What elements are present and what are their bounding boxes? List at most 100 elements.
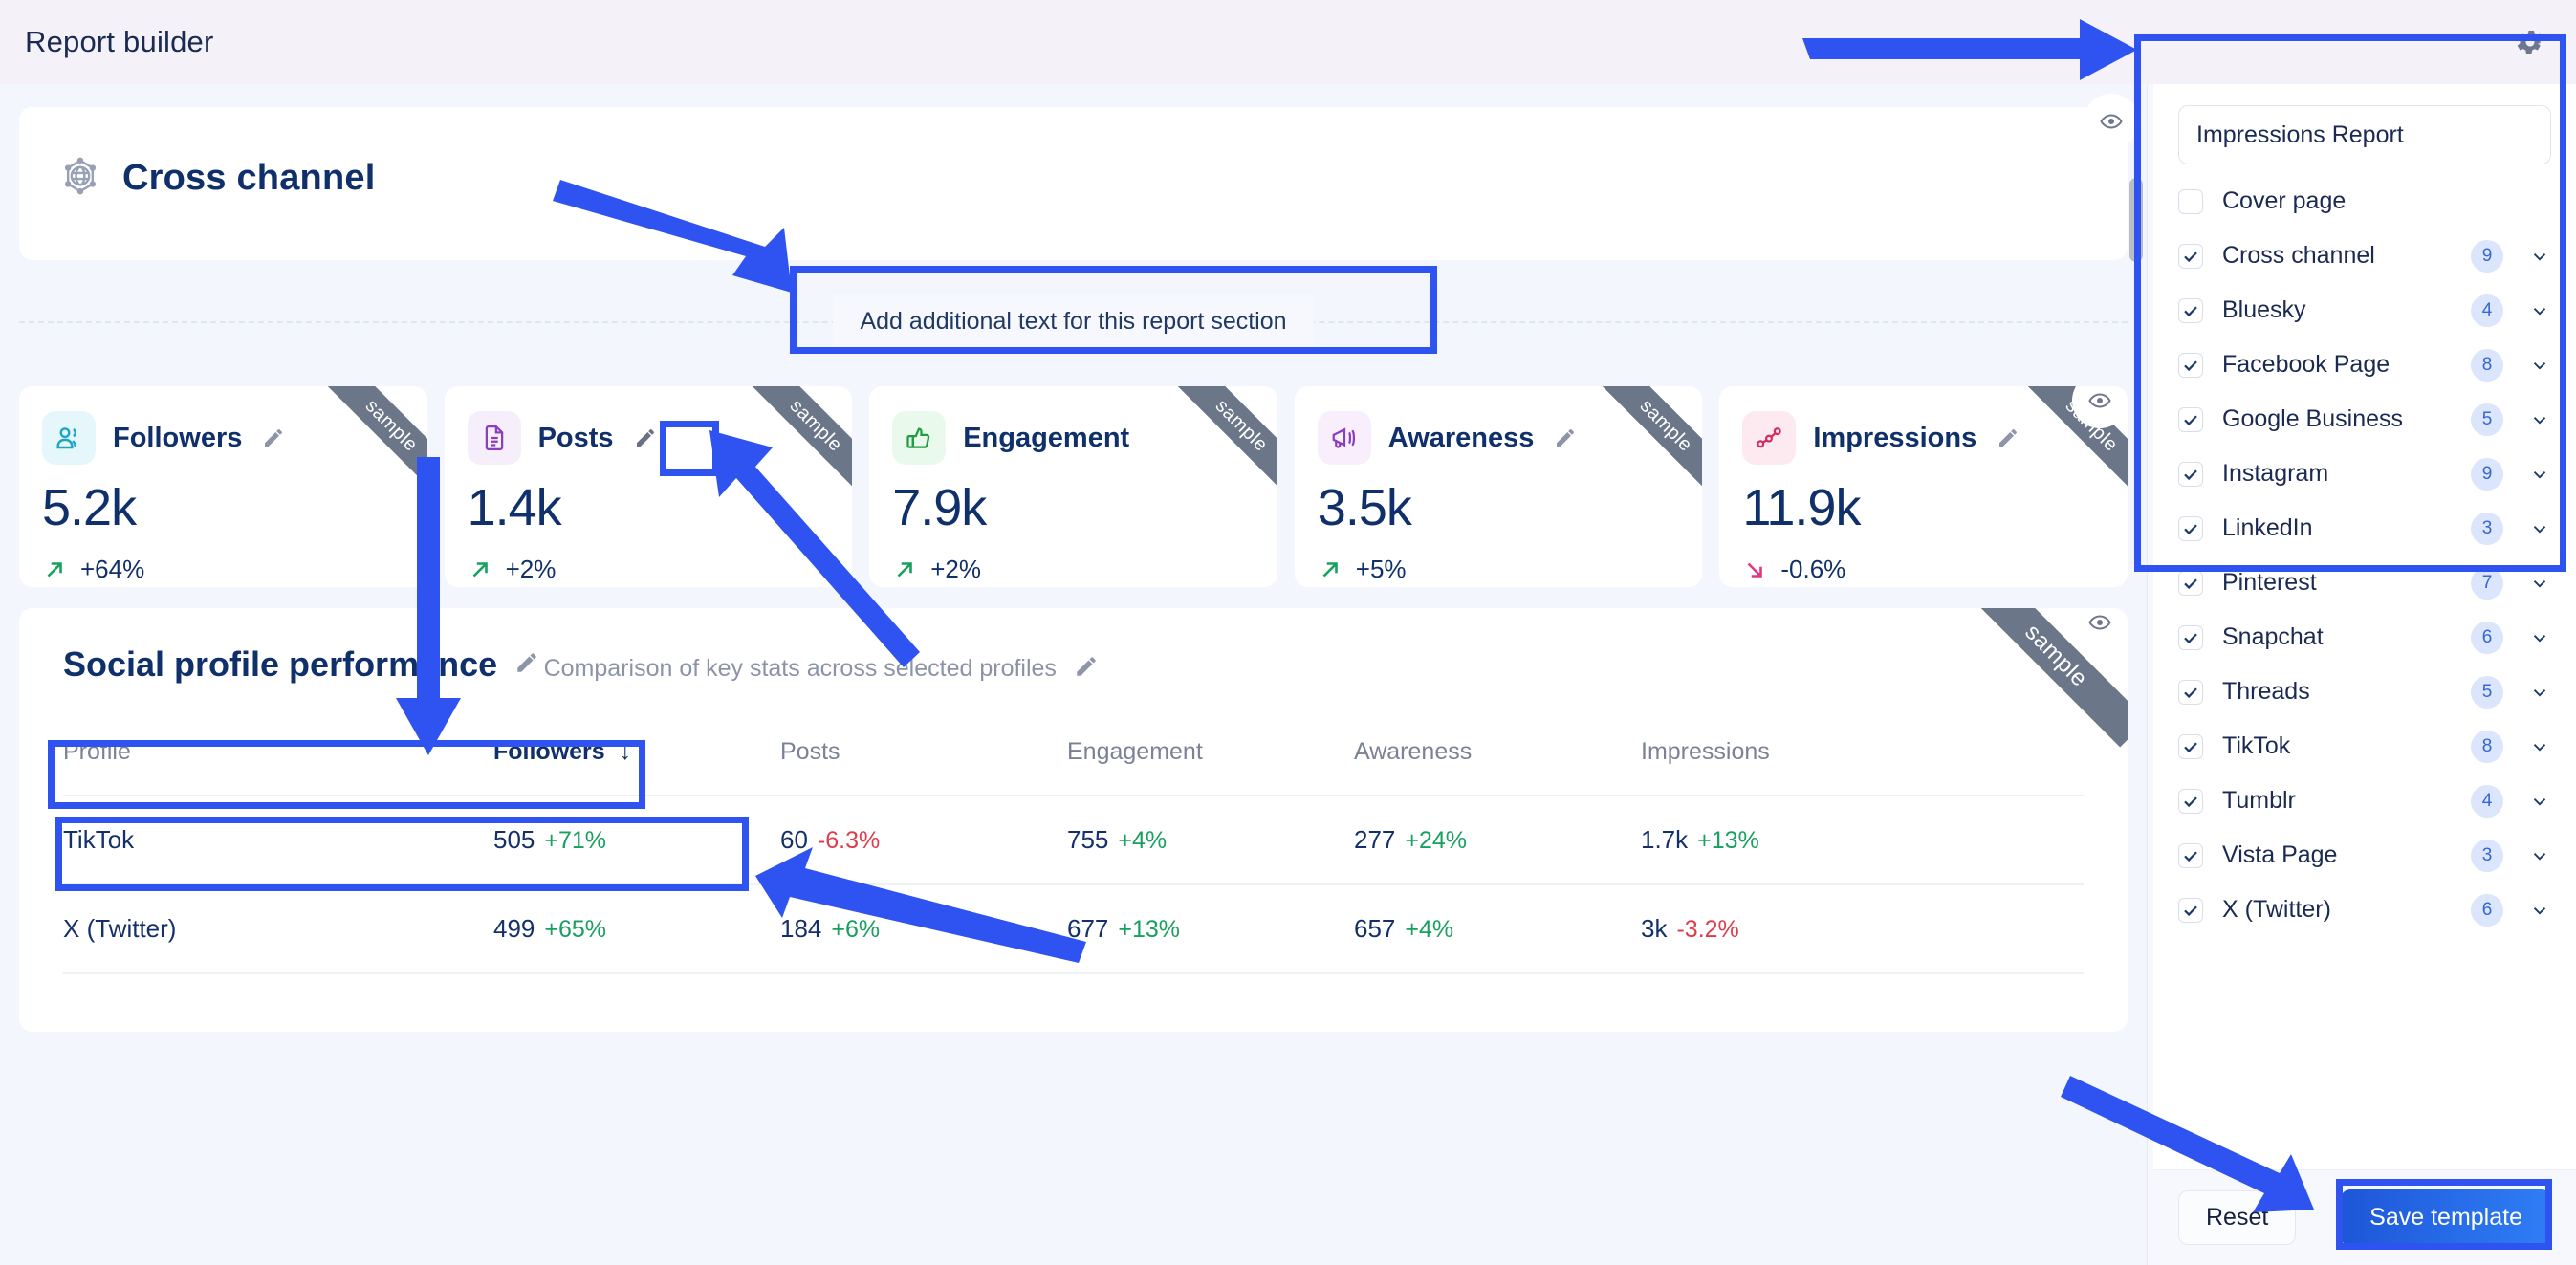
checkbox-checked[interactable] xyxy=(2178,352,2203,378)
kpi-card-impressions[interactable]: sample Impressions xyxy=(1719,386,2128,587)
sidebar-item-facebook-page[interactable]: Facebook Page 8 xyxy=(2153,338,2576,392)
kpi-delta-value: +2% xyxy=(505,555,557,583)
cross-channel-section-card: Cross channel xyxy=(19,99,2133,260)
sidebar-item-snapchat[interactable]: Snapchat 6 xyxy=(2153,610,2576,665)
col-followers[interactable]: Followers ↓ xyxy=(493,738,632,765)
kpi-card-engagement[interactable]: sample Engagement 7.9k xyxy=(869,386,1277,587)
sidebar-item-label: Threads xyxy=(2222,678,2310,705)
gear-icon[interactable] xyxy=(2509,21,2551,63)
chevron-down-icon[interactable] xyxy=(2528,791,2551,812)
trend-up-icon xyxy=(1322,561,1338,577)
pencil-icon[interactable] xyxy=(631,424,660,452)
section-count-badge: 3 xyxy=(2471,512,2503,545)
kpi-delta: +5% xyxy=(1295,537,1703,584)
kpi-card-awareness[interactable]: sample Awareness 3.5k xyxy=(1294,386,1703,587)
sidebar-item-linkedin[interactable]: LinkedIn 3 xyxy=(2153,501,2576,556)
report-name-input[interactable]: Impressions Report xyxy=(2178,105,2551,164)
chevron-down-icon[interactable] xyxy=(2528,682,2551,703)
eye-icon[interactable] xyxy=(2077,386,2122,423)
add-additional-text-input[interactable]: Add additional text for this report sect… xyxy=(833,294,1314,349)
sidebar-item-threads[interactable]: Threads 5 xyxy=(2153,665,2576,719)
chevron-down-icon[interactable] xyxy=(2528,845,2551,866)
pencil-icon[interactable] xyxy=(259,424,288,452)
col-awareness[interactable]: Awareness xyxy=(1354,738,1473,765)
pencil-icon[interactable] xyxy=(1551,424,1580,452)
col-profile[interactable]: Profile xyxy=(63,738,131,765)
cross-channel-header: Cross channel xyxy=(19,107,2128,202)
sidebar-item-cover-page[interactable]: Cover page xyxy=(2153,174,2576,229)
sidebar-item-vista-page[interactable]: Vista Page 3 xyxy=(2153,828,2576,883)
sidebar-item-label: TikTok xyxy=(2222,732,2291,759)
chevron-down-icon[interactable] xyxy=(2528,355,2551,376)
pencil-icon[interactable] xyxy=(514,650,539,680)
cell-awareness-partial xyxy=(1354,972,1641,1032)
table-title-row[interactable]: Social profile performance xyxy=(63,644,539,685)
sidebar-item-google-business[interactable]: Google Business 5 xyxy=(2153,392,2576,447)
chevron-down-icon[interactable] xyxy=(2528,573,2551,594)
checkbox-checked[interactable] xyxy=(2178,788,2203,814)
checkbox-checked[interactable] xyxy=(2178,243,2203,269)
sidebar-item-bluesky[interactable]: Bluesky 4 xyxy=(2153,283,2576,338)
checkbox-checked[interactable] xyxy=(2178,733,2203,759)
chevron-down-icon[interactable] xyxy=(2528,246,2551,267)
checkbox-checked[interactable] xyxy=(2178,842,2203,868)
canvas-scrollbar-thumb[interactable] xyxy=(2129,178,2143,262)
col-impressions[interactable]: Impressions xyxy=(1641,738,1770,765)
save-template-button[interactable]: Save template xyxy=(2341,1189,2551,1246)
kpi-card-posts[interactable]: sample Posts 1.4k +2% xyxy=(444,386,853,587)
col-posts[interactable]: Posts xyxy=(780,738,840,765)
checkbox-checked[interactable] xyxy=(2178,461,2203,487)
sidebar-item-label: Cross channel xyxy=(2222,242,2375,269)
sidebar-item-tiktok[interactable]: TikTok 8 xyxy=(2153,719,2576,774)
checkbox-unchecked[interactable] xyxy=(2178,188,2203,214)
chevron-down-icon[interactable] xyxy=(2528,627,2551,648)
cell-awareness: 657 +4% xyxy=(1354,883,1641,973)
cell-profile-partial xyxy=(63,972,493,1032)
arrow-down-icon: ↓ xyxy=(619,738,632,765)
chevron-down-icon[interactable] xyxy=(2528,736,2551,757)
cell-impressions-partial xyxy=(1641,972,2084,1032)
checkbox-checked[interactable] xyxy=(2178,406,2203,432)
kpi-card-followers[interactable]: sample Followers 5.2k xyxy=(19,386,427,587)
chevron-down-icon[interactable] xyxy=(2528,464,2551,485)
checkbox-checked[interactable] xyxy=(2178,624,2203,650)
kpi-label: Awareness xyxy=(1387,422,1535,453)
checkbox-checked[interactable] xyxy=(2178,297,2203,323)
cell-followers: 505 +71% xyxy=(493,795,780,884)
section-count-badge: 6 xyxy=(2471,621,2503,654)
section-count-badge: 5 xyxy=(2471,403,2503,436)
eye-icon[interactable] xyxy=(2078,608,2122,644)
checkbox-checked[interactable] xyxy=(2178,515,2203,541)
chevron-down-icon[interactable] xyxy=(2528,409,2551,430)
reset-button[interactable]: Reset xyxy=(2178,1190,2297,1245)
sidebar-item-x-twitter[interactable]: X (Twitter) 6 xyxy=(2153,883,2576,937)
megaphone-icon xyxy=(1317,411,1371,465)
checkbox-checked[interactable] xyxy=(2178,570,2203,596)
pencil-icon[interactable] xyxy=(1074,654,1099,684)
chevron-down-icon[interactable] xyxy=(2528,900,2551,921)
kpi-delta-value: -0.6% xyxy=(1780,555,1846,583)
cell-posts: 60 -6.3% xyxy=(780,795,1067,884)
table-header-row: Profile Followers ↓ Posts Engagement Awa… xyxy=(63,738,2084,796)
table-subtitle-row[interactable]: Comparison of key stats across selected … xyxy=(544,654,1099,684)
sidebar-item-tumblr[interactable]: Tumblr 4 xyxy=(2153,774,2576,828)
chevron-down-icon[interactable] xyxy=(2528,300,2551,321)
add-text-row: Add additional text for this report sect… xyxy=(19,270,2128,373)
chevron-down-icon[interactable] xyxy=(2528,518,2551,539)
sidebar-item-cross-channel[interactable]: Cross channel 9 xyxy=(2153,229,2576,283)
checkbox-checked[interactable] xyxy=(2178,897,2203,923)
col-engagement[interactable]: Engagement xyxy=(1067,738,1203,765)
sidebar-item-label: X (Twitter) xyxy=(2222,896,2331,923)
table-title: Social profile performance xyxy=(63,644,498,684)
sidebar-item-instagram[interactable]: Instagram 9 xyxy=(2153,447,2576,501)
sidebar-item-pinterest[interactable]: Pinterest 7 xyxy=(2153,556,2576,610)
pencil-icon[interactable] xyxy=(1994,424,2022,452)
kpi-value: 11.9k xyxy=(1742,479,1861,536)
checkbox-checked[interactable] xyxy=(2178,679,2203,705)
table-row: X (Twitter) 499 +65% 184 +6% 677 +13% 657 +4… xyxy=(63,883,2084,973)
section-count-badge: 6 xyxy=(2471,893,2503,927)
kpi-delta-value: +64% xyxy=(80,555,145,583)
trend-down-icon xyxy=(1747,562,1763,578)
eye-icon[interactable] xyxy=(2089,99,2133,143)
section-count-badge: 4 xyxy=(2471,294,2503,327)
